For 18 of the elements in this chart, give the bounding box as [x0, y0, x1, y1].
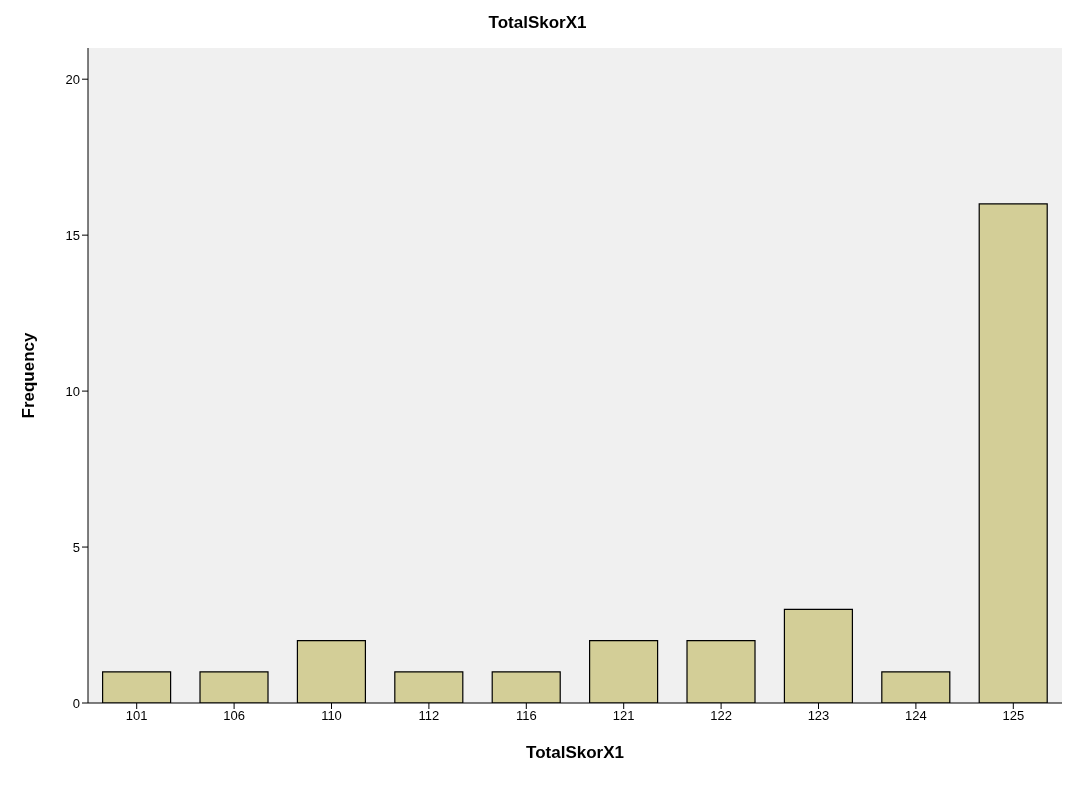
chart-title: TotalSkorX1: [487, 12, 588, 34]
y-tick-label: 15: [65, 227, 80, 243]
y-tick-label: 20: [65, 71, 80, 87]
y-tick-label: 0: [72, 695, 80, 711]
y-axis-title: Frequency: [19, 331, 39, 419]
x-tick-label: 121: [612, 708, 635, 724]
x-tick-label: 116: [515, 708, 537, 724]
y-tick-label: 10: [65, 383, 80, 399]
x-tick-label: 123: [807, 708, 830, 724]
x-tick-label: 106: [223, 708, 245, 724]
x-axis-title: TotalSkorX1: [526, 743, 624, 762]
x-tick-label: 125: [1002, 708, 1025, 724]
x-tick-label: 124: [905, 708, 927, 724]
x-tick-label: 101: [125, 708, 148, 724]
x-tick-label: 122: [710, 708, 732, 724]
x-tick-label: 110: [321, 708, 342, 724]
x-tick-label: 112: [418, 708, 440, 724]
y-tick-label: 5: [72, 539, 80, 555]
